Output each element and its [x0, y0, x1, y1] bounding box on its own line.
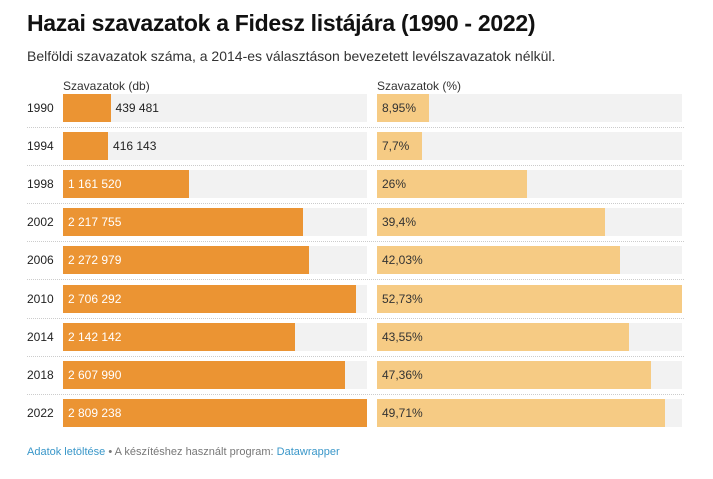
votes-bar [63, 322, 295, 351]
votes-value-label: 1 161 520 [68, 177, 122, 192]
votes-value-label: 2 607 990 [68, 367, 122, 382]
chart-row: 2006 2 272 979 42,03% [27, 241, 684, 281]
percent-bar [377, 132, 422, 161]
chart-row: 2018 2 607 990 47,36% [27, 356, 684, 395]
percent-track: 47,36% [377, 360, 682, 389]
percent-bar [377, 284, 682, 313]
percent-track: 7,7% [377, 132, 682, 161]
votes-bar [63, 170, 189, 199]
chart-row: 2002 2 217 755 39,4% [27, 203, 684, 243]
percent-value-label: 8,95% [382, 101, 417, 115]
chart-title: Hazai szavazatok a Fidesz listájára (199… [27, 10, 536, 36]
votes-bar [63, 360, 346, 389]
percent-track: 8,95% [377, 94, 682, 122]
percent-bar [377, 208, 605, 237]
percent-value-label: 39,4% [382, 215, 417, 230]
votes-bar [63, 132, 109, 161]
chart-row: 1990 439 481 8,95% [27, 89, 684, 128]
year-label: 2002 [27, 215, 54, 230]
votes-track: 2 706 292 [63, 284, 367, 313]
votes-value-label: 439 481 [115, 101, 159, 115]
votes-value-label: 2 706 292 [68, 291, 122, 306]
percent-track: 49,71% [377, 398, 682, 427]
year-label: 2014 [27, 329, 54, 344]
year-label: 2010 [27, 291, 54, 306]
votes-value-label: 2 809 238 [68, 405, 122, 420]
year-label: 1994 [27, 139, 54, 154]
votes-bar [63, 246, 309, 275]
year-label: 2006 [27, 253, 54, 268]
votes-track: 2 142 142 [63, 322, 367, 351]
year-label: 1990 [27, 101, 54, 115]
percent-bar [377, 398, 665, 427]
percent-value-label: 42,03% [382, 253, 423, 268]
chart-row: 1994 416 143 7,7% [27, 127, 684, 167]
percent-track: 26% [377, 170, 682, 199]
percent-bar [377, 94, 429, 122]
datawrapper-link[interactable]: Datawrapper [276, 446, 340, 458]
votes-track: 416 143 [63, 132, 367, 161]
votes-value-label: 2 142 142 [68, 329, 122, 344]
chart-row: 2022 2 809 238 49,71% [27, 394, 684, 432]
percent-track: 43,55% [377, 322, 682, 351]
percent-value-label: 26% [382, 177, 407, 192]
percent-value-label: 43,55% [382, 329, 423, 344]
votes-value-label: 416 143 [113, 139, 157, 154]
votes-value-label: 2 272 979 [68, 253, 122, 268]
chart-row: 1998 1 161 520 26% [27, 165, 684, 205]
percent-track: 39,4% [377, 208, 682, 237]
votes-value-label: 2 217 755 [68, 215, 122, 230]
votes-track: 439 481 [63, 94, 367, 122]
chart-row: 2010 2 706 292 52,73% [27, 280, 684, 319]
votes-track: 2 809 238 [63, 398, 367, 427]
percent-bar [377, 360, 651, 389]
percent-value-label: 52,73% [382, 291, 423, 306]
votes-track: 1 161 520 [63, 170, 367, 199]
votes-track: 2 217 755 [63, 208, 367, 237]
footer: Adatok letöltése • A készítéshez használ… [27, 446, 340, 458]
column-header-votes: Szavazatok (db) [63, 79, 150, 93]
votes-bar [63, 398, 367, 427]
votes-bar [63, 284, 356, 313]
chart-subtitle: Belföldi szavazatok száma, a 2014-es vál… [27, 48, 556, 64]
percent-value-label: 7,7% [382, 139, 410, 154]
votes-bar [63, 208, 303, 237]
chart-row: 2014 2 142 142 43,55% [27, 318, 684, 357]
percent-bar [377, 170, 528, 199]
percent-track: 42,03% [377, 246, 682, 275]
percent-bar [377, 246, 621, 275]
percent-track: 52,73% [377, 284, 682, 313]
votes-track: 2 272 979 [63, 246, 367, 275]
year-label: 2022 [27, 405, 54, 420]
year-label: 2018 [27, 367, 54, 382]
column-header-percent: Szavazatok (%) [377, 79, 462, 93]
votes-bar [63, 94, 111, 122]
footer-text: • A készítéshez használt program: [105, 446, 277, 458]
download-data-link[interactable]: Adatok letöltése [27, 446, 106, 458]
year-label: 1998 [27, 177, 54, 192]
votes-track: 2 607 990 [63, 360, 367, 389]
percent-value-label: 49,71% [382, 405, 423, 420]
percent-value-label: 47,36% [382, 367, 423, 382]
percent-bar [377, 322, 629, 351]
